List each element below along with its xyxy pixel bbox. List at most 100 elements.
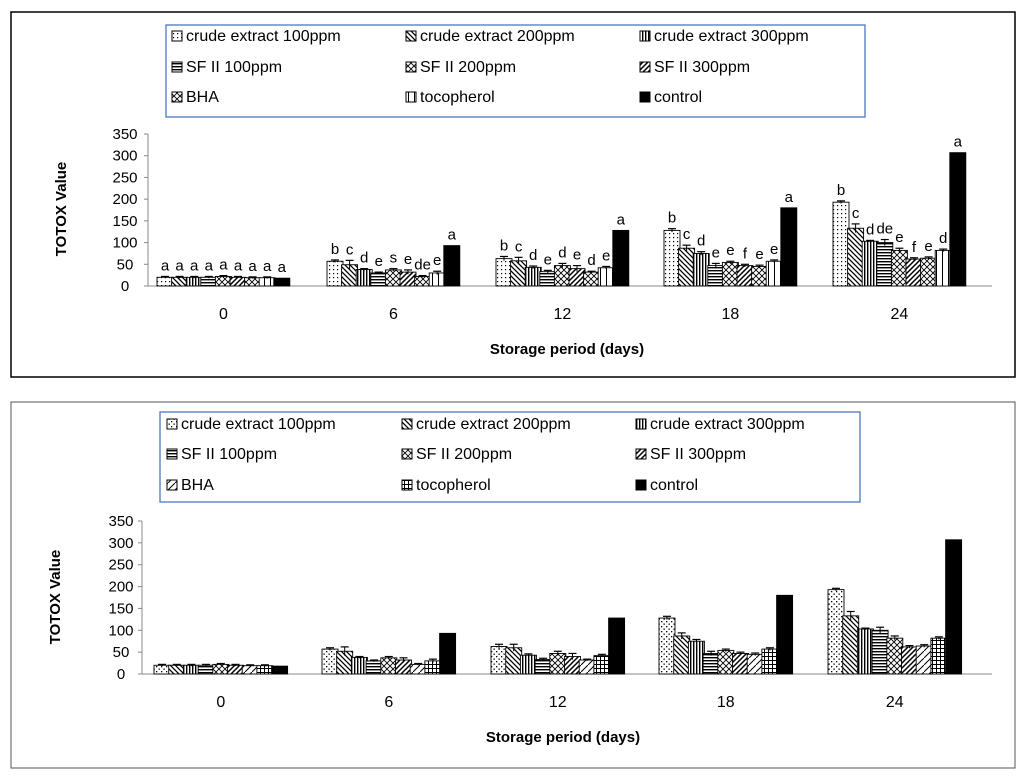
x-tick-label: 12	[549, 694, 567, 711]
legend-swatch	[635, 479, 647, 491]
bar	[612, 229, 630, 287]
significance-letter: e	[712, 244, 720, 261]
legend-label: SF II 300ppm	[654, 59, 750, 76]
legend-swatch	[401, 448, 413, 460]
bar	[182, 664, 200, 675]
significance-letter: b	[500, 237, 508, 254]
bar	[673, 635, 691, 675]
legend-label: control	[654, 89, 702, 106]
y-tick-label: 50	[113, 644, 130, 661]
y-tick-label: 150	[108, 600, 133, 617]
bar	[384, 269, 402, 287]
bar	[736, 265, 754, 287]
legend-label: crude extract 200ppm	[420, 28, 575, 45]
bar	[519, 654, 537, 675]
significance-letter: e	[375, 253, 383, 270]
significance-letter: a	[448, 227, 457, 244]
legend-swatch	[171, 91, 183, 103]
legend-swatch	[405, 91, 417, 103]
bar	[428, 272, 446, 287]
bar	[776, 594, 794, 675]
bottom-bars	[153, 539, 963, 675]
x-tick-label: 6	[384, 694, 393, 711]
bar	[214, 275, 232, 287]
bar	[256, 665, 274, 675]
y-tick-label: 250	[112, 169, 137, 186]
legend-label: crude extract 200ppm	[416, 416, 571, 433]
significance-letter: a	[278, 259, 287, 276]
bar	[847, 227, 865, 287]
bar	[495, 258, 513, 287]
bar	[153, 664, 171, 675]
bottom-legend-box	[159, 411, 861, 503]
significance-letter: a	[205, 257, 214, 274]
top-legend: crude extract 100ppm crude extract 200ppm…	[171, 28, 809, 106]
bar	[578, 659, 596, 675]
legend-swatch	[401, 418, 413, 430]
bar	[414, 275, 432, 287]
legend-label: control	[650, 477, 698, 494]
bar	[687, 640, 705, 675]
top-panel-frame	[10, 11, 1016, 378]
bar	[761, 648, 779, 675]
bar	[355, 269, 373, 287]
x-tick-label: 0	[219, 306, 228, 323]
bar	[832, 201, 850, 287]
bar	[608, 617, 626, 675]
bar	[365, 660, 383, 675]
bar	[370, 272, 388, 287]
x-tick-label: 12	[554, 306, 572, 323]
significance-letter: c	[683, 226, 691, 243]
significance-letter: b	[837, 182, 845, 199]
bar	[321, 648, 339, 675]
bar	[746, 653, 764, 675]
y-tick-label: 300	[112, 148, 137, 165]
bar	[692, 252, 710, 287]
significance-letter: e	[544, 251, 552, 268]
bar	[890, 249, 908, 287]
y-tick-label: 100	[112, 235, 137, 252]
bar	[842, 615, 860, 675]
bar	[901, 646, 918, 675]
bar	[732, 653, 749, 675]
bar	[273, 277, 291, 287]
bar	[185, 276, 203, 287]
legend-label: tocopherol	[416, 477, 491, 494]
significance-letter: e	[924, 238, 932, 255]
bar	[380, 657, 398, 675]
significance-letter: e	[404, 251, 412, 268]
bar	[168, 664, 186, 675]
significance-letter: a	[161, 257, 170, 274]
significance-letter: d	[939, 230, 947, 247]
top-x-axis-label: Storage period (days)	[490, 341, 644, 358]
bar	[171, 276, 189, 287]
bar	[524, 266, 542, 287]
significance-letter: de	[414, 257, 431, 274]
legend-label: crude extract 100ppm	[181, 416, 336, 433]
bar	[505, 647, 523, 675]
bar	[765, 260, 783, 287]
x-tick-label: 0	[216, 694, 225, 711]
bar	[241, 665, 259, 675]
significance-letter: c	[852, 205, 860, 222]
significance-letter: c	[346, 241, 354, 258]
y-tick-label: 300	[108, 535, 133, 552]
legend-swatch	[171, 61, 183, 73]
bar	[707, 265, 725, 287]
y-tick-label: 150	[112, 213, 137, 230]
y-tick-label: 250	[108, 557, 133, 574]
significance-letter: a	[954, 134, 963, 151]
bar	[751, 266, 769, 287]
significance-letter: d	[360, 250, 368, 267]
legend-swatch	[171, 30, 183, 42]
bar	[702, 653, 720, 675]
bar	[200, 276, 218, 287]
legend-swatch	[639, 91, 651, 103]
bar	[658, 617, 676, 675]
y-tick-label: 100	[108, 622, 133, 639]
bar	[663, 229, 681, 287]
significance-letter: s	[390, 250, 398, 267]
bar	[949, 152, 967, 287]
